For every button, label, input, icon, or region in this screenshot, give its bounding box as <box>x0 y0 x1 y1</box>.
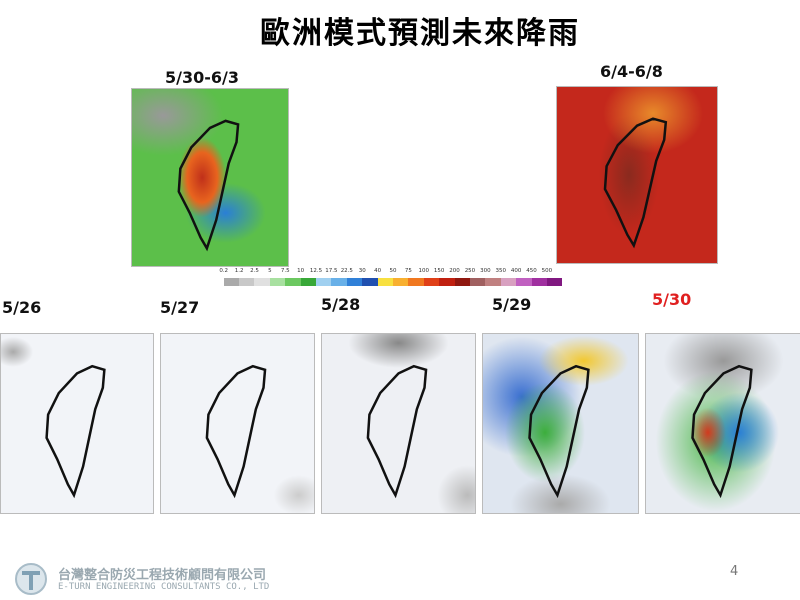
legend-label: 22.5 <box>340 268 353 274</box>
page-number: 4 <box>730 564 739 579</box>
legend-label: 1.2 <box>234 268 244 274</box>
legend-swatch <box>408 278 424 286</box>
legend-swatch <box>531 278 547 286</box>
legend-label: 2.5 <box>250 268 259 274</box>
legend-label: 75 <box>404 268 412 274</box>
day-label: 5/26 <box>2 298 42 317</box>
island-outline <box>322 334 475 513</box>
legend-swatch <box>269 278 286 286</box>
legend-swatch <box>516 278 532 286</box>
period-label: 6/4-6/8 <box>600 62 663 81</box>
legend-swatch <box>377 278 393 286</box>
company-name-en: E-TURN ENGINEERING CONSULTANTS CO., LTD <box>58 582 270 592</box>
legend-label: 200 <box>449 268 460 274</box>
island-outline <box>557 87 717 263</box>
legend-label: 7.5 <box>280 268 290 274</box>
legend-swatch <box>362 278 378 286</box>
legend-swatch <box>254 278 270 286</box>
legend-label: 10 <box>297 268 305 274</box>
legend-swatch <box>300 278 317 286</box>
legend-swatch <box>485 278 501 286</box>
legend-label: 500 <box>541 268 553 274</box>
legend-label: 40 <box>374 268 382 274</box>
island-outline <box>646 334 800 513</box>
island-outline <box>1 334 153 513</box>
map-forecast <box>131 88 289 267</box>
map-daily <box>160 333 315 514</box>
legend-label: 450 <box>526 268 537 274</box>
legend-swatch <box>469 278 486 286</box>
legend-label: 12.5 <box>309 268 323 274</box>
day-label: 5/27 <box>160 298 200 317</box>
legend-label: 100 <box>418 268 430 274</box>
legend-swatch <box>285 278 301 286</box>
map-daily <box>482 333 639 514</box>
slide-title: 歐洲模式預測未來降雨 <box>260 16 580 51</box>
legend-label: 150 <box>433 268 445 274</box>
legend-label: 50 <box>389 268 397 274</box>
day-label: 5/30 <box>652 290 692 309</box>
legend-swatch <box>346 278 363 286</box>
map-daily <box>0 333 154 514</box>
legend-swatch <box>393 278 409 286</box>
color-legend: 0.2 1.2 2.5 5 7.5 10 12.5 17.5 22.5 30 40 50 75 100 15… <box>216 268 570 288</box>
legend-swatch <box>239 278 255 286</box>
legend-label: 0.2 <box>219 268 229 274</box>
map-daily <box>645 333 800 514</box>
legend-swatch <box>423 278 440 286</box>
legend-label: 350 <box>495 268 506 274</box>
legend-swatch <box>316 278 332 286</box>
map-forecast <box>556 86 718 264</box>
legend-swatch <box>223 278 240 286</box>
day-label: 5/28 <box>321 295 361 314</box>
legend-swatch <box>454 278 470 286</box>
island-outline <box>483 334 638 513</box>
period-label: 5/30-6/3 <box>165 68 239 87</box>
legend-label: 17.5 <box>325 268 338 274</box>
legend-swatch <box>546 278 563 286</box>
legend-swatch <box>500 278 517 286</box>
legend-swatch <box>331 278 347 286</box>
island-outline <box>161 334 314 513</box>
day-label: 5/29 <box>492 295 532 314</box>
legend-label: 5 <box>268 268 272 274</box>
company-logo <box>15 563 47 595</box>
map-daily <box>321 333 476 514</box>
legend-label: 250 <box>464 268 476 274</box>
legend-label: 300 <box>480 268 491 274</box>
island-outline <box>132 89 288 266</box>
legend-swatch <box>439 278 455 286</box>
legend-label: 400 <box>510 268 522 274</box>
company-name: 台灣整合防災工程技術顧問有限公司 <box>58 568 267 583</box>
legend-label: 30 <box>358 268 366 274</box>
